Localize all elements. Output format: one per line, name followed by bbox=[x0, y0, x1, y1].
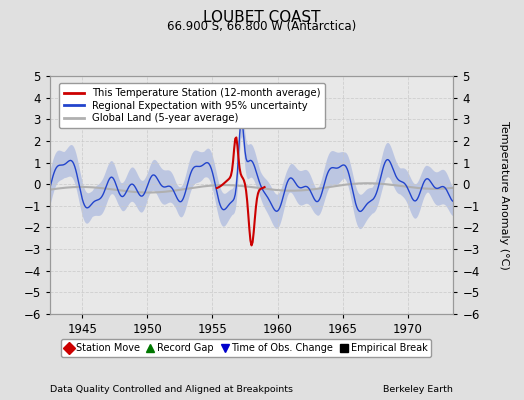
Y-axis label: Temperature Anomaly (°C): Temperature Anomaly (°C) bbox=[499, 121, 509, 269]
Legend: This Temperature Station (12-month average), Regional Expectation with 95% uncer: This Temperature Station (12-month avera… bbox=[59, 83, 325, 128]
Legend: Station Move, Record Gap, Time of Obs. Change, Empirical Break: Station Move, Record Gap, Time of Obs. C… bbox=[61, 339, 431, 357]
Text: Data Quality Controlled and Aligned at Breakpoints: Data Quality Controlled and Aligned at B… bbox=[50, 385, 293, 394]
Text: Berkeley Earth: Berkeley Earth bbox=[384, 385, 453, 394]
Text: 66.900 S, 66.800 W (Antarctica): 66.900 S, 66.800 W (Antarctica) bbox=[167, 20, 357, 33]
Text: LOUBET COAST: LOUBET COAST bbox=[203, 10, 321, 25]
